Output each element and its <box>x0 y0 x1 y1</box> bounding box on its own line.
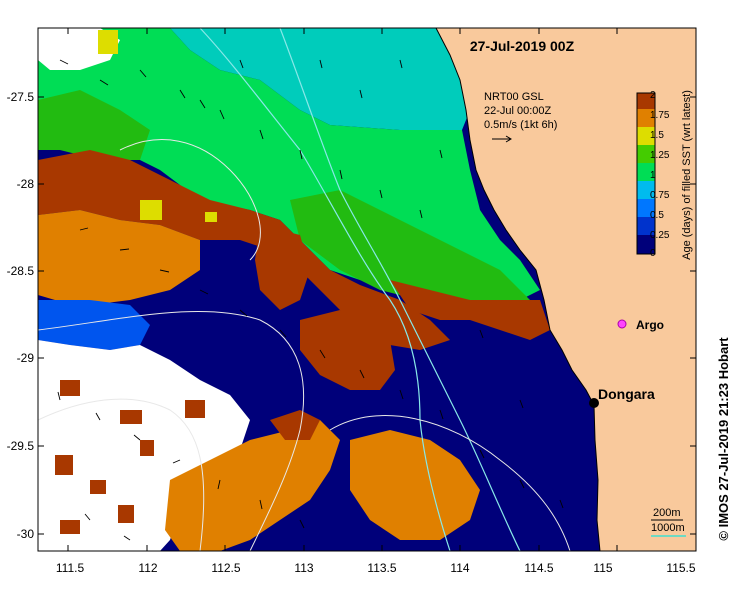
colorbar-tick: 1.25 <box>650 150 670 161</box>
colorbar-tick: 1.5 <box>650 130 664 141</box>
y-tick-label: -28 <box>17 177 35 191</box>
colorbar-tick: 0.25 <box>650 230 670 241</box>
bathymetry-contour-200m <box>279 27 521 552</box>
colorbar-tick: 0.75 <box>650 190 670 201</box>
colorbar-segment <box>637 181 655 199</box>
contour-legend-200m: 200m <box>653 507 681 519</box>
map-title: 27-Jul-2019 00Z <box>470 38 575 54</box>
current-vectors <box>57 59 564 541</box>
y-tick-label: -30 <box>17 527 35 541</box>
y-tick-label: -29.5 <box>7 439 35 453</box>
sst-age-patch-yellow <box>205 212 217 222</box>
x-tick-label: 115.5 <box>666 561 695 575</box>
sst-age-patch-orange <box>38 210 200 305</box>
colorbar-tick: 1 <box>650 170 656 181</box>
contour-legend: 200m 1000m <box>651 507 686 537</box>
vector-scale-label: 0.5m/s (1kt 6h) <box>484 119 557 131</box>
x-tick-label: 111.5 <box>56 561 85 575</box>
x-tick-label: 113 <box>294 561 313 575</box>
sst-age-patch-orange <box>165 420 340 551</box>
sst-age-patch-blue <box>38 300 150 350</box>
dongara-location-icon <box>589 398 599 408</box>
sst-age-patch-yellow <box>140 200 162 220</box>
sst-age-patch-rust <box>255 225 310 310</box>
colorbar-frame <box>636 92 656 255</box>
sst-age-patch-yellow <box>98 30 118 54</box>
colorbar-tick: 1.75 <box>650 110 670 121</box>
bathymetry-contour-1000m <box>199 27 451 552</box>
sst-age-patch-rust <box>300 310 395 390</box>
sst-age-patch-lime <box>38 90 150 160</box>
ssh-contour <box>329 415 571 552</box>
colorbar-segment <box>637 235 655 254</box>
x-tick-label: 112 <box>138 561 157 575</box>
sst-age-patch-rust <box>185 400 205 418</box>
sst-age-patch-turquoise <box>170 28 470 130</box>
map-plot-area <box>37 27 697 552</box>
x-tick-label: 114.5 <box>524 561 553 575</box>
imos-credit: © IMOS 27-Jul-2019 21:23 Hobart <box>716 337 731 541</box>
sst-age-patch-rust <box>140 440 154 456</box>
x-axis: 111.5 112 112.5 113 113.5 114 114.5 115 … <box>56 28 696 575</box>
map-frame <box>37 27 697 552</box>
ssh-contour <box>37 310 305 552</box>
colorbar-tick: 2 <box>650 90 656 101</box>
dongara-label: Dongara <box>598 386 655 402</box>
sst-age-patch-rust <box>118 505 134 523</box>
colorbar-segment <box>637 199 655 217</box>
y-tick-label: -27.5 <box>7 90 35 104</box>
argo-label: Argo <box>636 318 664 332</box>
sst-age-patch-rust <box>270 410 320 440</box>
sst-age-patch-lime <box>290 190 530 320</box>
ssh-contour <box>37 398 205 552</box>
colorbar: 2 1.75 1.5 1.25 1 0.75 0.5 0.25 0 Age (d… <box>636 90 693 260</box>
sst-age-patch-orange <box>350 430 480 540</box>
product-date: 22-Jul 00:00Z <box>484 105 552 117</box>
x-tick-label: 112.5 <box>211 561 240 575</box>
dongara-marker: Dongara <box>589 386 655 408</box>
x-tick-label: 113.5 <box>367 561 396 575</box>
ssh-contour <box>119 139 261 261</box>
colorbar-tick: 0 <box>650 248 656 259</box>
product-name: NRT00 GSL <box>484 91 544 103</box>
contour-legend-1000m: 1000m <box>651 522 685 534</box>
sst-age-patch-rust <box>60 380 80 396</box>
colorbar-segment <box>637 93 655 109</box>
vector-scale-arrow <box>492 135 512 143</box>
y-axis: -27.5 -28 -28.5 -29 -29.5 -30 <box>7 90 696 541</box>
colorbar-tick: 0.5 <box>650 210 664 221</box>
colorbar-segment <box>637 109 655 127</box>
sst-age-patch-rust <box>120 410 142 424</box>
colorbar-segment <box>637 127 655 145</box>
sst-age-patch-rust <box>90 480 106 494</box>
x-tick-label: 114 <box>450 561 469 575</box>
colorbar-segment <box>637 145 655 163</box>
y-tick-label: -28.5 <box>7 264 35 278</box>
x-tick-label: 115 <box>593 561 612 575</box>
sst-age-patch-rust <box>390 280 550 340</box>
colorbar-segment <box>637 163 655 181</box>
colorbar-segment <box>637 217 655 235</box>
sst-age-patch-rust <box>55 455 73 475</box>
argo-float-icon <box>617 319 627 329</box>
land-australia <box>435 27 697 552</box>
sst-age-patch-rust <box>60 520 80 534</box>
colorbar-label: Age (days) of filled SST (wrt latest) <box>681 90 693 260</box>
argo-marker: Argo <box>617 318 664 332</box>
y-tick-label: -29 <box>17 351 35 365</box>
